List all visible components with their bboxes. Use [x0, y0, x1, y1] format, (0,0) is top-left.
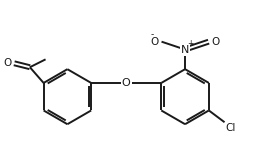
Text: +: + — [187, 39, 193, 48]
Text: O: O — [150, 37, 159, 47]
Text: O: O — [212, 37, 220, 47]
Text: O: O — [122, 78, 130, 88]
Text: -: - — [150, 30, 153, 39]
Text: Cl: Cl — [226, 123, 236, 133]
Text: N: N — [181, 45, 189, 55]
Text: O: O — [3, 58, 11, 68]
